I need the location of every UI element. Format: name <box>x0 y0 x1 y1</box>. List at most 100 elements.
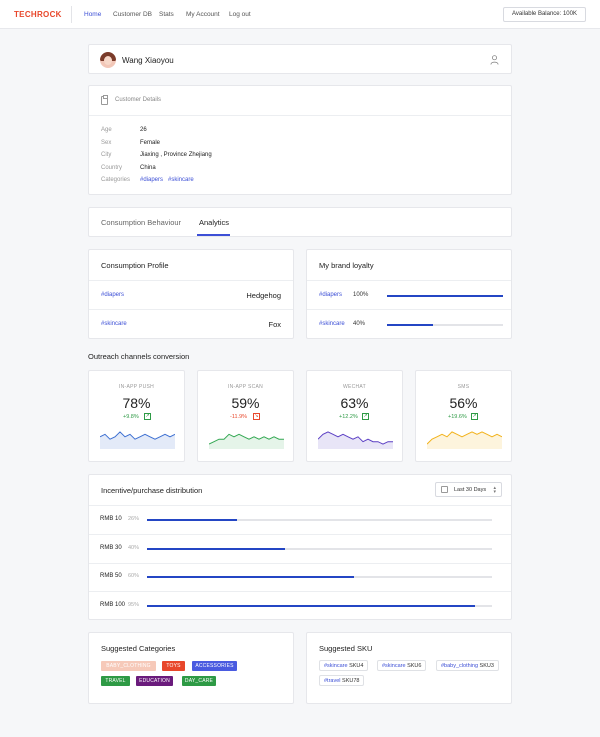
channel-label: IN-APP SCAN <box>227 384 264 390</box>
channel-card-in-app-push: IN-APP PUSH 78% +9.8% ↗ <box>88 370 185 462</box>
channel-sparkline <box>318 431 393 449</box>
dist-bar <box>147 605 492 607</box>
category-tag[interactable]: #skincare <box>168 177 194 183</box>
profile-tag[interactable]: #diapers <box>101 292 125 298</box>
sparkline-area <box>209 434 284 449</box>
calendar-icon <box>441 486 448 493</box>
channel-change: +12.2% <box>339 414 358 420</box>
loyalty-tag[interactable]: #diapers <box>319 292 343 298</box>
sku-chip[interactable]: #baby_clothing SKU3 <box>436 660 499 671</box>
date-range-dropdown[interactable]: Last 30 Days ▴ ▾ <box>435 482 502 497</box>
active-tab-indicator <box>197 234 230 236</box>
user-name: Wang Xiaoyou <box>122 56 174 65</box>
detail-label: Country <box>101 165 123 171</box>
channel-pct: 59% <box>231 395 260 411</box>
brand-loyalty-card: My brand loyalty #diapers 100% #skincare… <box>306 249 512 339</box>
detail-value: 26 <box>140 127 147 133</box>
divider <box>89 280 293 281</box>
top-nav: TECHROCK Home Customer DB Stats My Accou… <box>0 0 600 29</box>
sparkline-area <box>427 431 502 449</box>
trend-up-icon: ↗ <box>471 413 478 420</box>
divider <box>89 563 511 564</box>
dist-bar-fill <box>147 548 285 550</box>
loyalty-bar <box>387 295 503 297</box>
category-chip[interactable]: ACCESSORIES <box>192 661 237 671</box>
channel-sparkline <box>209 433 284 449</box>
tabs-bar: Consumption Behaviour Analytics <box>88 207 512 237</box>
channel-change: +19.6% <box>448 414 467 420</box>
sku-chip[interactable]: #skincare SKU4 <box>319 660 369 671</box>
profile-brand: Fox <box>268 320 281 329</box>
detail-value: Jiaxing , Province Zhejiang <box>140 152 212 158</box>
detail-label: City <box>101 152 112 158</box>
dist-pct: 60% <box>128 573 140 579</box>
dist-pct: 95% <box>128 602 140 608</box>
sku-chip[interactable]: #travel SKU78 <box>319 675 365 686</box>
trend-up-icon: ↗ <box>362 413 369 420</box>
dist-bar <box>147 576 492 578</box>
loyalty-bar-fill <box>387 324 434 326</box>
user-card: Wang Xiaoyou <box>88 44 512 74</box>
channel-change: -11.9% <box>230 414 248 420</box>
sparkline-line <box>427 431 502 445</box>
divider <box>307 309 511 310</box>
sku-tag: #skincare <box>382 663 406 669</box>
dist-bar <box>147 519 492 521</box>
category-chip[interactable]: DAY_CARE <box>182 676 216 686</box>
loyalty-pct: 40% <box>353 321 366 327</box>
suggested-sku-card: Suggested SKU #skincare SKU4 #skincare S… <box>306 632 512 704</box>
balance-button[interactable]: Available Balance: 100K <box>503 7 586 22</box>
channel-card-wechat: WECHAT 63% +12.2% ↗ <box>306 370 403 462</box>
nav-customer-db[interactable]: Customer DB <box>113 11 153 18</box>
dist-pct: 40% <box>128 545 140 551</box>
profile-tag[interactable]: #skincare <box>101 321 127 327</box>
channel-card-sms: SMS 56% +19.6% ↗ <box>415 370 512 462</box>
user-profile-icon[interactable] <box>490 55 499 65</box>
tab-analytics[interactable]: Analytics <box>199 218 230 227</box>
tab-consumption-behaviour[interactable]: Consumption Behaviour <box>101 218 182 227</box>
channel-change: +9.8% <box>123 414 139 420</box>
suggested-sku-title: Suggested SKU <box>319 644 373 653</box>
sku-chip[interactable]: #skincare SKU6 <box>377 660 427 671</box>
category-chip[interactable]: TOYS <box>162 661 185 671</box>
sparkline-area <box>100 431 175 449</box>
channel-label: SMS <box>457 384 470 390</box>
channel-label: IN-APP PUSH <box>118 384 155 390</box>
dist-pct: 26% <box>128 516 140 522</box>
sku-tag: #skincare <box>324 663 348 669</box>
category-tag[interactable]: #diapers <box>140 177 164 183</box>
nav-log-out[interactable]: Log out <box>229 11 251 18</box>
sparkline-line <box>318 431 393 445</box>
channel-card-in-app-scan: IN-APP SCAN 59% -11.9% ↘ <box>197 370 294 462</box>
suggested-categories-title: Suggested Categories <box>101 644 176 653</box>
loyalty-bar <box>387 324 503 326</box>
logo[interactable]: TECHROCK <box>14 10 62 19</box>
loyalty-tag[interactable]: #skincare <box>319 321 345 327</box>
nav-stats[interactable]: Stats <box>159 11 174 18</box>
profile-brand: Hedgehog <box>246 291 281 300</box>
chevron-updown-icon: ▴ ▾ <box>493 485 496 495</box>
consumption-profile-title: Consumption Profile <box>101 261 169 270</box>
category-chip[interactable]: EDUCATION <box>136 676 173 686</box>
channel-label: WECHAT <box>342 384 367 390</box>
sku-tag: #baby_clothing <box>441 663 479 669</box>
category-chip[interactable]: BABY_CLOTHING <box>101 661 156 671</box>
dist-label: RMB 30 <box>100 545 122 551</box>
detail-value: Female <box>140 140 161 146</box>
nav-divider <box>71 6 72 23</box>
nav-my-account[interactable]: My Account <box>186 11 220 18</box>
brand-loyalty-title: My brand loyalty <box>319 261 374 270</box>
category-chip[interactable]: TRAVEL <box>101 676 130 686</box>
detail-label: Sex <box>101 140 112 146</box>
sparkline-line <box>209 433 284 445</box>
dist-label: RMB 10 <box>100 516 122 522</box>
detail-label: Age <box>101 127 112 133</box>
customer-details-title: Customer Details <box>115 97 162 103</box>
sku-id: SKU4 <box>349 663 364 669</box>
suggested-categories-card: Suggested Categories BABY_CLOTHING TOYS … <box>88 632 294 704</box>
nav-home[interactable]: Home <box>84 11 102 18</box>
incentive-card: Incentive/purchase distribution <box>88 474 512 620</box>
dist-bar-fill <box>147 605 475 607</box>
divider <box>89 309 293 310</box>
dist-bar <box>147 548 492 550</box>
